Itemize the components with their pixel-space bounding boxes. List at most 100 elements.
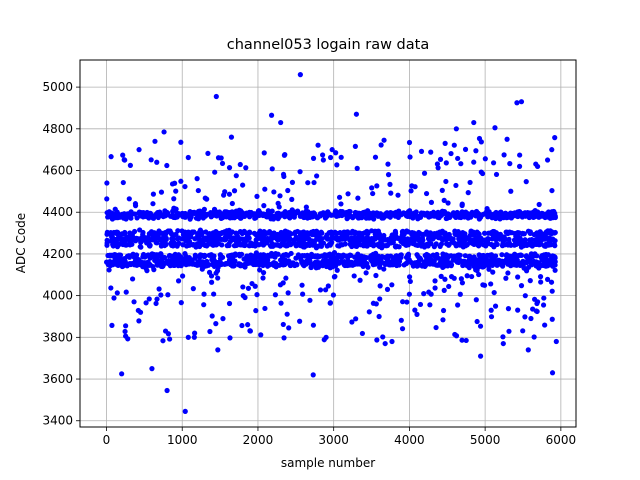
data-point: [175, 278, 182, 284]
data-point: [403, 242, 409, 248]
data-point: [488, 281, 494, 287]
data-point: [336, 194, 343, 200]
data-point: [307, 258, 313, 264]
data-point: [149, 366, 155, 372]
data-point: [164, 162, 170, 169]
data-point: [478, 241, 484, 247]
data-point: [451, 275, 457, 281]
data-point: [206, 231, 212, 237]
data-point: [512, 230, 518, 237]
data-point: [285, 290, 291, 296]
data-point: [246, 243, 252, 249]
data-point: [459, 280, 466, 286]
data-point: [369, 185, 375, 191]
data-point: [155, 214, 161, 221]
data-point: [334, 267, 340, 273]
data-point: [458, 161, 464, 167]
data-point: [423, 190, 430, 197]
data-point: [471, 241, 477, 247]
data-point: [395, 192, 401, 198]
data-point: [484, 252, 491, 258]
data-point: [373, 230, 379, 236]
data-point: [123, 323, 129, 329]
data-point: [354, 258, 360, 264]
data-point: [150, 201, 156, 207]
data-point: [237, 261, 243, 267]
data-point: [545, 252, 551, 258]
data-point: [465, 215, 471, 221]
data-point: [254, 193, 260, 199]
data-point: [504, 214, 511, 220]
data-point: [331, 274, 337, 280]
data-point: [353, 111, 359, 117]
data-point: [552, 243, 558, 249]
data-point: [232, 252, 238, 258]
data-point: [357, 242, 364, 248]
data-point: [316, 260, 322, 266]
data-point: [271, 189, 277, 195]
data-point: [211, 206, 218, 212]
data-point: [357, 277, 363, 283]
data-point: [471, 119, 477, 126]
data-point: [285, 236, 291, 242]
data-point: [325, 209, 331, 215]
data-point: [125, 253, 131, 259]
data-point: [334, 213, 340, 219]
data-point: [125, 336, 131, 342]
data-point: [549, 147, 555, 153]
data-point: [269, 166, 275, 172]
data-point: [327, 265, 333, 271]
data-point: [281, 335, 287, 341]
y-tick-label: 3800: [42, 330, 73, 344]
data-point: [201, 254, 208, 260]
data-point: [434, 251, 440, 258]
data-point: [389, 212, 395, 218]
data-point: [160, 338, 166, 344]
data-point: [525, 258, 531, 264]
data-point: [151, 213, 157, 219]
data-point: [387, 262, 393, 268]
data-point: [529, 236, 535, 243]
data-point: [201, 291, 207, 297]
data-point: [500, 211, 507, 217]
data-point: [381, 137, 387, 143]
data-point: [364, 213, 370, 219]
data-point: [427, 302, 433, 308]
data-point: [389, 282, 395, 288]
data-point: [129, 231, 135, 237]
data-point: [277, 193, 283, 199]
data-point: [382, 260, 388, 266]
data-point: [474, 261, 480, 267]
data-point: [256, 208, 262, 214]
data-point: [130, 251, 136, 257]
data-point: [328, 229, 334, 235]
data-point: [262, 186, 268, 192]
data-point: [440, 251, 446, 257]
data-point: [462, 253, 468, 259]
data-point: [296, 252, 302, 259]
data-point: [344, 262, 350, 269]
data-point: [482, 237, 488, 243]
data-point: [394, 262, 400, 269]
data-point: [182, 229, 188, 235]
data-point: [190, 286, 196, 292]
data-point: [385, 172, 392, 178]
data-point: [290, 260, 296, 266]
x-axis-label: sample number: [281, 456, 375, 470]
data-point: [483, 241, 489, 248]
data-point: [129, 276, 136, 282]
data-point: [280, 321, 286, 328]
data-point: [490, 260, 496, 266]
data-point: [443, 160, 449, 166]
data-point: [353, 213, 360, 219]
x-tick-label: 6000: [546, 433, 577, 447]
data-point: [213, 321, 219, 327]
data-point: [241, 261, 247, 268]
data-point: [185, 334, 191, 340]
data-point: [313, 245, 320, 251]
data-point: [501, 152, 507, 158]
data-point: [221, 237, 227, 243]
data-point: [344, 253, 350, 259]
data-point: [108, 231, 114, 237]
data-point: [544, 276, 551, 282]
